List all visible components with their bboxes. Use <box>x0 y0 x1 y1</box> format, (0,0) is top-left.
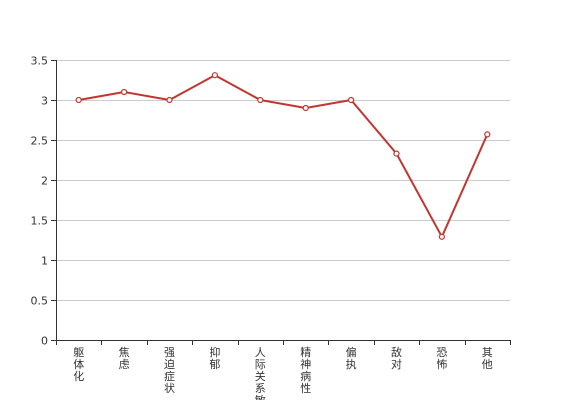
x-tick-label: 躯体化 <box>73 346 84 383</box>
x-tick-label: 抑郁 <box>209 345 220 371</box>
y-tick-label: 0.5 <box>31 295 49 308</box>
x-tick-label: 人际关系敏 <box>255 346 266 400</box>
data-point <box>302 104 309 112</box>
data-point <box>438 233 445 240</box>
gridlines <box>56 60 510 301</box>
data-point <box>75 96 82 104</box>
x-tick-label: 恐怖 <box>436 346 447 371</box>
data-point <box>120 88 128 96</box>
x-tick-label: 精神病性 <box>300 346 311 395</box>
data-point <box>257 96 264 104</box>
y-axis: 0 0.5 1 1.5 2 2.5 3 3.5 <box>31 55 57 348</box>
x-tick-label: 其他 <box>482 346 493 371</box>
x-axis: 躯体化 焦虑 强迫症状 抑郁 人际关系敏 精神病性 偏执 敌对 恐怖 其他 <box>56 340 511 404</box>
x-tick-label: 焦虑 <box>119 346 130 371</box>
y-tick-label: 2 <box>41 175 48 188</box>
series-layer <box>75 72 491 240</box>
data-point <box>393 150 400 157</box>
data-point <box>484 131 491 138</box>
x-tick-label: 敌对 <box>391 345 402 371</box>
y-tick-label: 1 <box>41 255 48 268</box>
data-point <box>166 96 173 104</box>
y-tick-label: 3 <box>41 95 48 108</box>
data-point <box>211 72 218 79</box>
data-point <box>348 96 355 104</box>
y-tick-label: 1.5 <box>31 215 49 228</box>
y-tick-label: 3.5 <box>31 55 49 68</box>
y-tick-label: 0 <box>41 335 48 348</box>
x-tick-label: 强迫症状 <box>164 346 175 395</box>
series-line <box>78 74 489 238</box>
y-tick-label: 2.5 <box>31 135 49 148</box>
x-tick-label: 偏执 <box>346 345 357 371</box>
